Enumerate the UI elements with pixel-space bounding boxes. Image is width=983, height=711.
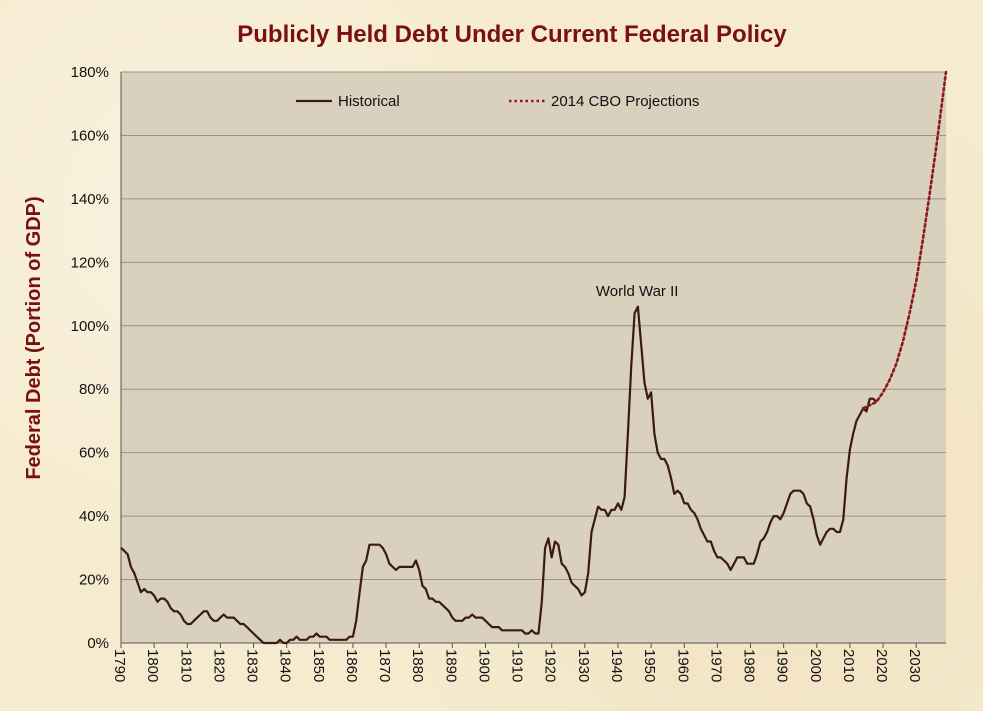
y-tick-label: 20% [79, 572, 109, 589]
legend-label: 2014 CBO Projections [551, 93, 699, 110]
world-war-ii-annotation: World War II [596, 283, 679, 300]
y-tick-label: 80% [79, 381, 109, 398]
x-tick-label: 1870 [376, 649, 393, 682]
x-tick-label: 1970 [707, 649, 724, 682]
x-tick-label: 1800 [144, 649, 161, 682]
x-tick-label: 1880 [409, 649, 426, 682]
x-tick-label: 1930 [575, 649, 592, 682]
x-tick-label: 1940 [608, 649, 625, 682]
series-layer [120, 70, 948, 645]
grid-lines [120, 71, 946, 644]
x-tick-label: 1830 [244, 649, 261, 682]
historical-series-line [120, 305, 878, 645]
x-tick-label: 1890 [442, 649, 459, 682]
y-tick-label: 0% [87, 635, 109, 652]
x-tick-label: 1980 [741, 649, 758, 682]
x-tick-label: 1790 [111, 649, 128, 682]
x-tick-label: 1840 [277, 649, 294, 682]
y-axis-label: Federal Debt (Portion of GDP) [23, 196, 45, 479]
y-tick-label: 140% [71, 191, 109, 208]
legend: Historical 2014 CBO Projections [296, 93, 699, 110]
x-tick-label: 1860 [343, 649, 360, 682]
x-tick-label: 2010 [840, 649, 857, 682]
x-tick-label: 2000 [807, 649, 824, 682]
plot-area [121, 72, 946, 643]
x-tick-label: 2030 [906, 649, 923, 682]
x-tick-label: 1920 [542, 649, 559, 682]
x-tick-label: 1850 [310, 649, 327, 682]
y-tick-label: 180% [71, 64, 109, 81]
projection-series-line [861, 70, 948, 410]
x-tick-label: 1990 [774, 649, 791, 682]
x-tick-label: 1810 [177, 649, 194, 682]
x-axis-ticks: 1790 1800 1810 1820 1830 1840 1850 1860 1870 1880… [111, 643, 923, 682]
chart-title: Publicly Held Debt Under Current Federal… [237, 21, 787, 48]
x-tick-label: 1910 [509, 649, 526, 682]
y-tick-label: 60% [79, 445, 109, 462]
y-tick-label: 100% [71, 318, 109, 335]
y-tick-label: 120% [71, 254, 109, 271]
y-tick-label: 40% [79, 508, 109, 525]
x-tick-label: 1820 [210, 649, 227, 682]
legend-label: Historical [338, 93, 400, 110]
x-tick-label: 2020 [873, 649, 890, 682]
annotations: World War II [596, 283, 679, 300]
y-tick-label: 160% [71, 127, 109, 144]
x-tick-label: 1960 [674, 649, 691, 682]
x-tick-label: 1900 [475, 649, 492, 682]
y-axis-ticks: 0% 20% 40% 60% 80% 100% 120% 140% 160% 180% [71, 64, 109, 652]
x-tick-label: 1950 [641, 649, 658, 682]
